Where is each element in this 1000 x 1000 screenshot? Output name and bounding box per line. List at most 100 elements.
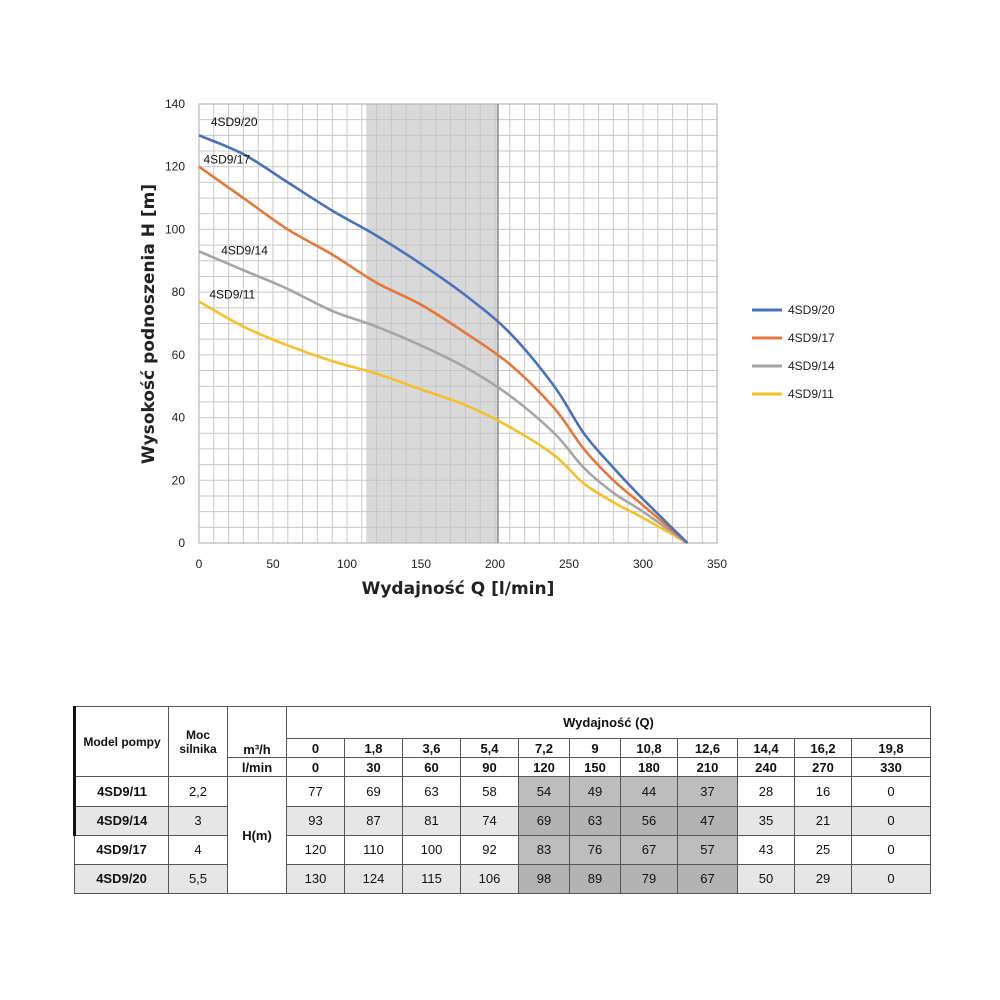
plot-border [198,103,718,544]
legend-entry: 4SD9/14 [788,359,835,373]
flow-m3h-cell: 10,8 [620,738,678,759]
head-value-cell: 37 [677,776,738,807]
y-tick-label: 80 [172,285,186,299]
head-value-cell: 67 [620,834,678,865]
flow-lmin-cell: 270 [794,757,852,778]
legend: 4SD9/20 4SD9/17 4SD9/14 4SD9/11 [752,303,835,401]
head-value-cell: 67 [677,863,738,895]
series-line-4sd9-20 [198,134,689,544]
series-line-4sd9-14 [198,250,689,545]
legend-entry: 4SD9/17 [788,331,835,345]
flow-m3h-cell: 7,2 [518,738,570,759]
curve-label: 4SD9/11 [209,288,255,302]
flow-m3h-cell: 5,4 [460,738,519,759]
flow-lmin-cell: 0 [286,757,345,778]
legend-entry: 4SD9/11 [788,387,834,401]
head-value-cell: 81 [402,805,461,836]
y-tick-label: 100 [165,222,185,236]
table-header-row: Model pompy Moc silnika m³/h Wydajność (… [73,705,931,778]
flow-m3h-cell: 3,6 [402,738,461,759]
series-line-4sd9-11 [198,300,689,545]
head-value-cell: 87 [344,805,403,836]
head-value-cell: 74 [460,805,519,836]
y-tick-label: 60 [172,348,186,362]
x-tick-label: 350 [707,557,727,571]
head-value-cell: 0 [851,834,931,865]
flow-lmin-cell: 180 [620,757,678,778]
power-cell: 4 [168,834,228,865]
y-tick-label: 120 [165,160,185,174]
head-value-cell: 100 [402,834,461,865]
head-value-cell: 49 [569,776,621,807]
series-layer [198,134,689,545]
head-value-cell: 69 [344,776,403,807]
head-value-cell: 54 [518,776,570,807]
x-axis-title: Wydajność Q [l/min] [362,579,555,599]
flow-lmin-cell: 120 [518,757,570,778]
head-value-cell: 58 [460,776,519,807]
unit-m3h-label: m³/h [227,705,287,759]
head-value-cell: 83 [518,834,570,865]
flow-header: Wydajność (Q) [286,705,931,740]
flow-m3h-cell: 19,8 [851,738,931,759]
head-value-cell: 89 [569,863,621,895]
head-value-cell: 77 [286,776,345,807]
flow-m3h-cell: 14,4 [737,738,795,759]
table-row: 4SD9/11 2,2 H(m) 77 69 63 58 54 49 44 37 28 16 0 [73,776,931,894]
head-value-cell: 110 [344,834,403,865]
head-value-cell: 106 [460,863,519,895]
power-column-header: Moc silnika [168,705,228,778]
x-tick-label: 50 [266,557,280,571]
head-value-cell: 0 [851,805,931,836]
head-value-cell: 0 [851,776,931,807]
head-value-cell: 50 [737,863,795,895]
x-tick-label: 250 [559,557,579,571]
head-value-cell: 47 [677,805,738,836]
flow-lmin-cell: 240 [737,757,795,778]
head-value-cell: 16 [794,776,852,807]
head-value-cell: 92 [460,834,519,865]
model-cell: 4SD9/17 [74,834,169,865]
curve-label: 4SD9/14 [221,244,268,258]
flow-lmin-cell: 30 [344,757,403,778]
head-value-cell: 25 [794,834,852,865]
x-tick-label: 300 [633,557,653,571]
table-row: 4SD9/17 4 120 110 100 92 83 76 67 57 43 25 0 [74,834,931,865]
head-value-cell: 130 [286,863,345,895]
head-value-cell: 56 [620,805,678,836]
head-value-cell: 93 [286,805,345,836]
head-h-label: H(m) [227,776,287,894]
x-tick-label: 150 [411,557,431,571]
flow-m3h-cell: 0 [286,738,345,759]
head-value-cell: 63 [402,776,461,807]
head-value-cell: 120 [286,834,345,865]
head-value-cell: 79 [620,863,678,895]
head-value-cell: 57 [677,834,738,865]
x-tick-label: 100 [337,557,357,571]
model-cell: 4SD9/20 [74,863,169,895]
head-value-cell: 124 [344,863,403,895]
y-axis-title: Wysokość podnoszenia H [m] [139,184,159,464]
curve-labels: 4SD9/20 4SD9/17 4SD9/14 4SD9/11 [203,115,268,301]
flow-lmin-cell: 210 [677,757,738,778]
table-row: 4SD9/14 3 93 87 81 74 69 63 56 47 35 21 0 [73,805,931,836]
head-value-cell: 44 [620,776,678,807]
head-value-cell: 35 [737,805,795,836]
flow-lmin-cell: 60 [402,757,461,778]
flow-lmin-cell: 330 [851,757,931,778]
x-tick-label: 0 [196,557,203,571]
flow-m3h-cell: 16,2 [794,738,852,759]
flow-lmin-row: l/min 0 30 60 90 120 150 180 210 240 270 330 [75,757,931,778]
head-value-cell: 43 [737,834,795,865]
power-cell: 5,5 [168,863,228,895]
flow-m3h-cell: 12,6 [677,738,738,759]
y-tick-label: 20 [172,473,186,487]
model-column-header: Model pompy [73,705,169,778]
head-value-cell: 98 [518,863,570,895]
y-tick-label: 40 [172,411,186,425]
legend-entry: 4SD9/20 [788,303,835,317]
head-value-cell: 21 [794,805,852,836]
head-value-cell: 69 [518,805,570,836]
head-value-cell: 0 [851,863,931,895]
operating-range-shade [366,104,498,543]
